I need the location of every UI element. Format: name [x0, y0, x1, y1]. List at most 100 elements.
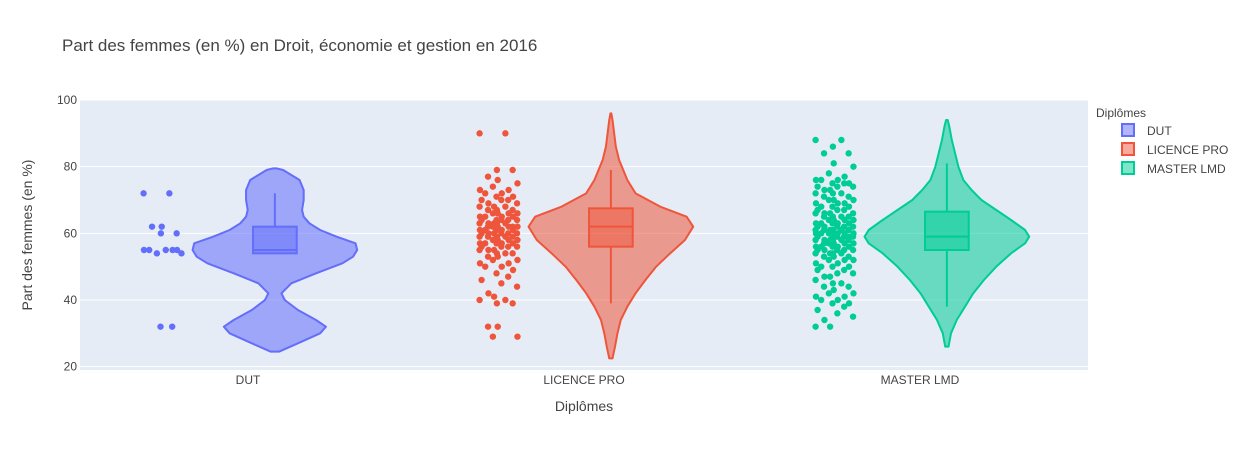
data-point: [493, 193, 500, 200]
data-point: [482, 190, 489, 197]
y-tick-label: 40: [64, 293, 78, 307]
data-point: [502, 203, 509, 210]
data-point: [829, 243, 836, 250]
data-point: [850, 163, 857, 170]
data-point: [834, 200, 841, 207]
box-iqr: [924, 210, 970, 252]
data-point: [509, 300, 516, 307]
data-point: [484, 206, 492, 214]
data-point: [484, 173, 492, 180]
legend-swatch: [1121, 123, 1135, 137]
x-tick-label: LICENCE PRO: [543, 373, 624, 387]
data-point: [157, 230, 165, 237]
data-point: [849, 270, 857, 277]
data-point: [140, 190, 147, 197]
data-point: [841, 240, 848, 247]
data-point: [513, 283, 521, 290]
data-point: [514, 180, 521, 187]
data-point: [504, 243, 512, 250]
data-point: [849, 223, 857, 230]
data-point: [476, 246, 483, 254]
data-point: [841, 256, 848, 264]
data-point: [493, 300, 501, 307]
data-point: [820, 150, 828, 157]
data-point: [812, 210, 819, 217]
data-point: [476, 260, 484, 267]
data-point: [504, 196, 512, 204]
data-point: [513, 200, 521, 207]
data-point: [493, 270, 500, 277]
data-point: [834, 176, 841, 184]
data-point: [845, 203, 853, 210]
legend-item-label: LICENCE PRO: [1147, 143, 1228, 157]
data-point: [490, 293, 498, 300]
data-point: [484, 233, 492, 240]
data-point: [814, 183, 821, 190]
data-point: [504, 273, 512, 280]
legend-item-label: DUT: [1147, 124, 1172, 138]
data-point: [838, 280, 845, 287]
data-point: [514, 223, 521, 230]
data-point: [841, 200, 848, 207]
data-point: [509, 193, 517, 200]
data-point: [830, 286, 837, 294]
data-point: [489, 183, 497, 190]
data-point: [482, 263, 489, 270]
data-point: [494, 176, 501, 184]
data-point: [838, 136, 845, 144]
y-tick-label: 20: [64, 360, 78, 374]
data-point: [829, 263, 836, 270]
data-point: [812, 136, 819, 144]
box-iqr: [252, 225, 298, 255]
data-point: [818, 176, 825, 184]
data-point: [834, 310, 841, 317]
trace-dut: [140, 167, 359, 353]
data-point: [820, 193, 828, 200]
data-point: [812, 236, 819, 244]
data-point: [820, 253, 828, 260]
data-point: [505, 260, 512, 267]
legend-swatch: [1121, 161, 1135, 175]
data-point: [845, 193, 852, 200]
trace-master-lmd: [812, 119, 1031, 348]
data-point: [840, 206, 848, 214]
violin-shape: [191, 167, 359, 353]
data-point: [514, 333, 521, 340]
data-point: [157, 323, 164, 330]
data-point: [812, 176, 820, 184]
data-point: [849, 210, 857, 217]
data-point: [498, 196, 505, 204]
data-point: [825, 290, 833, 297]
data-point: [162, 246, 169, 254]
data-point: [826, 273, 834, 280]
data-point: [509, 250, 516, 257]
data-point: [821, 273, 828, 280]
data-point: [812, 260, 820, 267]
data-point: [498, 243, 505, 250]
data-point: [476, 130, 483, 137]
data-point: [850, 256, 857, 264]
data-point: [834, 260, 841, 267]
data-point: [834, 183, 841, 190]
data-point: [812, 190, 819, 197]
trace-licence-pro: [476, 112, 695, 360]
data-point: [502, 250, 509, 257]
data-point: [820, 213, 828, 220]
data-point: [829, 190, 837, 197]
data-point: [494, 253, 501, 260]
data-point: [840, 180, 848, 187]
data-point: [505, 223, 512, 230]
data-point: [849, 183, 857, 190]
data-point: [812, 276, 819, 284]
data-point: [476, 296, 483, 304]
data-point: [850, 240, 857, 247]
data-point: [821, 316, 828, 324]
data-point: [478, 276, 485, 284]
legend-swatch: [1121, 142, 1135, 156]
y-axis-ticks: 20 40 60 80 100: [57, 93, 77, 374]
data-point: [494, 323, 501, 330]
data-point: [498, 280, 505, 287]
data-point: [166, 190, 173, 197]
data-point: [814, 306, 821, 314]
